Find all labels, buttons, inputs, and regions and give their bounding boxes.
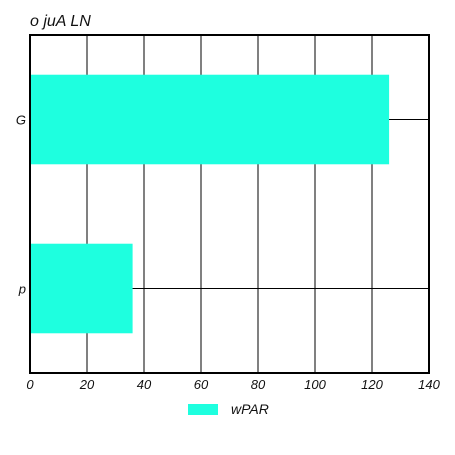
x-tick-label: 100 [304, 377, 326, 392]
plot-frame [29, 34, 430, 374]
bars [30, 74, 390, 334]
legend: wPAR [188, 401, 269, 417]
x-axis-ticks: 0 20 40 60 80 100 120 140 [26, 377, 440, 392]
chart-title: o juA LN [30, 13, 91, 30]
x-tick-label: 60 [194, 377, 209, 392]
legend-swatch [188, 404, 218, 415]
bar [30, 243, 133, 334]
x-tick-label: 20 [79, 377, 95, 392]
x-tick-label: 140 [418, 377, 440, 392]
y-axis-ticks: Gp [16, 113, 26, 297]
x-tick-label: 120 [361, 377, 383, 392]
x-tick-label: 80 [251, 377, 266, 392]
bar [30, 74, 390, 165]
y-tick-label: p [18, 282, 26, 297]
legend-label: wPAR [231, 401, 269, 417]
x-tick-label: 0 [26, 377, 34, 392]
y-tick-label: G [16, 113, 26, 128]
x-tick-label: 40 [137, 377, 152, 392]
